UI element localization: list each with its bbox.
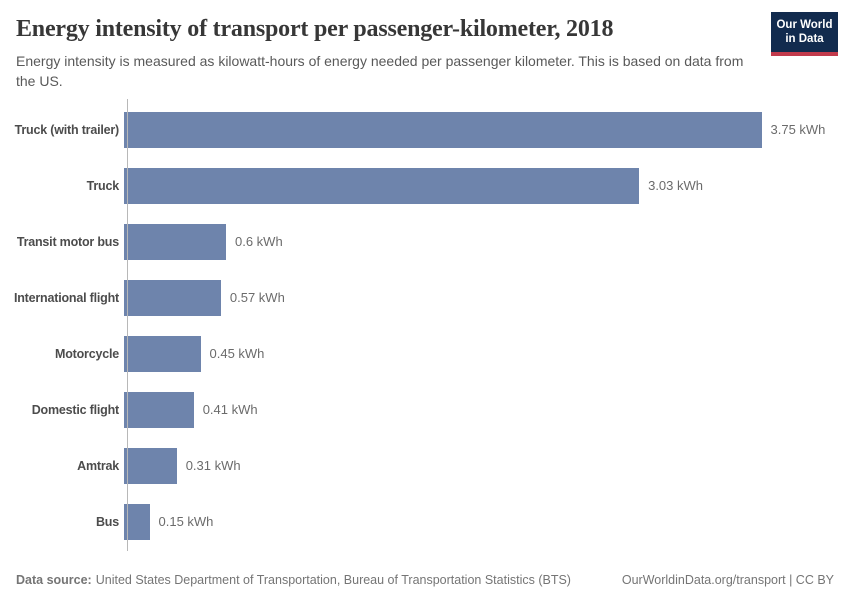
value-label: 3.03 kWh	[648, 178, 704, 194]
bar-track: 0.15 kWh	[123, 503, 834, 540]
owid-logo-line2: in Data	[785, 33, 824, 46]
y-axis-line	[127, 98, 128, 551]
value-label: 0.45 kWh	[209, 346, 265, 362]
bar-chart: Truck (with trailer) 3.75 kWh Truck 3.03 kW…	[13, 98, 834, 551]
owid-logo[interactable]: Our World in Data	[771, 12, 838, 56]
chart-row: International flight 0.57 kWh	[13, 270, 834, 326]
bar[interactable]	[124, 391, 194, 428]
value-label: 0.31 kWh	[185, 458, 241, 474]
bar[interactable]	[124, 111, 762, 148]
chart-title: Energy intensity of transport per passen…	[16, 16, 614, 42]
category-label: Transit motor bus	[16, 235, 123, 249]
category-label-text: Transit motor bus	[16, 234, 119, 249]
bar-track: 0.31 kWh	[123, 447, 834, 484]
bar-track: 0.57 kWh	[123, 279, 834, 316]
bar-track: 3.03 kWh	[123, 167, 834, 204]
bar-track: 0.45 kWh	[123, 335, 834, 372]
data-source-label: Data source:	[16, 573, 92, 587]
category-label-text: Amtrak	[77, 458, 119, 473]
value-label: 0.41 kWh	[202, 402, 258, 418]
chart-row: Truck (with trailer) 3.75 kWh	[14, 102, 834, 158]
category-label: Motorcycle	[16, 347, 123, 361]
chart-header: Energy intensity of transport per passen…	[0, 0, 850, 91]
bar-track: 0.6 kWh	[123, 223, 834, 260]
chart-row: Truck 3.03 kWh	[16, 158, 834, 214]
bar[interactable]	[124, 447, 177, 484]
category-label: Amtrak	[16, 459, 123, 473]
category-label-text: Motorcycle	[55, 346, 119, 361]
bar-rows: Truck (with trailer) 3.75 kWh Truck 3.03 kW…	[13, 99, 834, 550]
chart-row: Amtrak 0.31 kWh	[16, 438, 834, 494]
data-source-text: United States Department of Transportati…	[95, 573, 571, 587]
chart-subtitle: Energy intensity is measured as kilowatt…	[16, 52, 744, 89]
value-label: 0.6 kWh	[235, 234, 283, 250]
bar-track: 0.41 kWh	[123, 391, 834, 428]
category-label: Truck (with trailer)	[14, 122, 123, 137]
value-label: 0.15 kWh	[158, 514, 214, 530]
bar-track: 3.75 kWh	[123, 111, 834, 148]
category-label: Truck	[16, 179, 123, 193]
category-label: Bus	[16, 515, 123, 529]
bar[interactable]	[124, 223, 226, 260]
category-label: International flight	[13, 290, 123, 305]
category-label-text: Truck (with trailer)	[14, 122, 120, 137]
bar[interactable]	[124, 167, 640, 204]
category-label-text: Domestic flight	[31, 402, 119, 417]
chart-row: Domestic flight 0.41 kWh	[16, 382, 834, 438]
category-label-text: Truck	[86, 178, 120, 193]
chart-row: Motorcycle 0.45 kWh	[16, 326, 834, 382]
attribution-link[interactable]: OurWorldinData.org/transport | CC BY	[621, 573, 834, 587]
chart-footer: Data source: United States Department of …	[16, 573, 834, 587]
data-source: Data source: United States Department of …	[16, 573, 571, 587]
value-label: 0.57 kWh	[229, 290, 285, 306]
category-label-text: International flight	[13, 290, 119, 305]
owid-logo-line1: Our World	[776, 19, 833, 31]
bar[interactable]	[124, 503, 150, 540]
bar[interactable]	[124, 279, 221, 316]
chart-row: Bus 0.15 kWh	[16, 494, 834, 550]
category-label-text: Bus	[95, 514, 119, 529]
value-label: 3.75 kWh	[770, 122, 826, 138]
category-label: Domestic flight	[16, 403, 123, 417]
bar[interactable]	[124, 335, 201, 372]
chart-row: Transit motor bus 0.6 kWh	[16, 214, 834, 270]
